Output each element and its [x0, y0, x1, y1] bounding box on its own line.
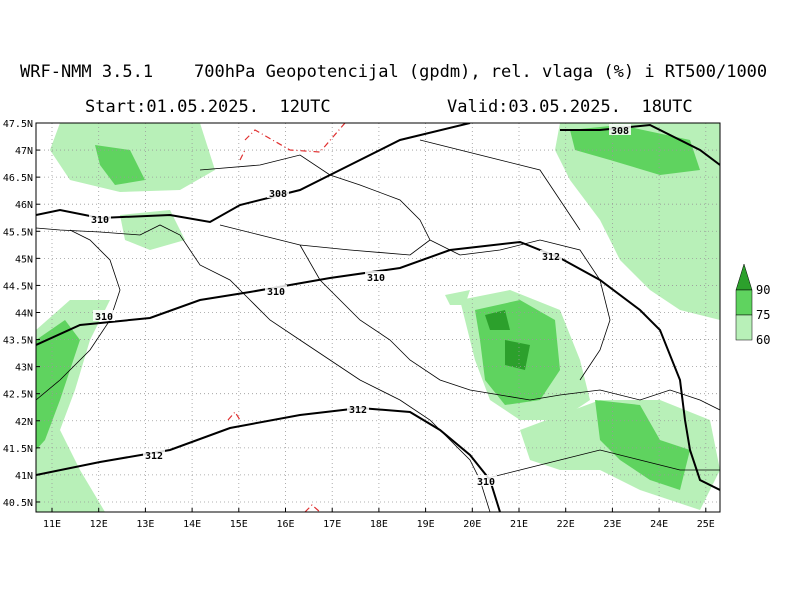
map-area: 308 308 310 310 310 310 312 312 312 310: [36, 123, 720, 512]
contour-label: 310: [95, 312, 113, 323]
contour-label-bg: [93, 310, 115, 321]
contour-label-bg: [267, 187, 289, 198]
lon-label: 16E: [276, 519, 294, 530]
contour-label: 310: [267, 287, 285, 298]
lat-label: 44N: [15, 308, 33, 319]
lon-label: 13E: [136, 519, 154, 530]
contour-label-bg: [540, 250, 562, 261]
lat-label: 41.5N: [3, 444, 33, 455]
lon-label: 17E: [323, 519, 341, 530]
lon-label: 24E: [650, 519, 668, 530]
lon-label: 12E: [90, 519, 108, 530]
lat-label: 46N: [15, 200, 33, 211]
lon-label: 25E: [697, 519, 715, 530]
start-time: Start:01.05.2025. 12UTC: [85, 97, 331, 117]
lat-label: 42.5N: [3, 390, 33, 401]
contour-label-bg: [609, 124, 631, 135]
contour-label: 310: [367, 273, 385, 284]
lat-label: 41N: [15, 471, 33, 482]
contour-label: 310: [91, 215, 109, 226]
title: WRF-NMM 3.5.1 700hPa Geopotencijal (gpdm…: [20, 62, 767, 82]
lat-label: 42N: [15, 417, 33, 428]
lon-label: 11E: [43, 519, 61, 530]
contour-label-bg: [365, 271, 387, 282]
contour-label: 312: [349, 405, 367, 416]
lon-label: 21E: [510, 519, 528, 530]
grid: [36, 123, 720, 512]
legend: 90 75 60: [735, 263, 770, 347]
lat-label: 45N: [15, 254, 33, 265]
lat-label: 43.5N: [3, 336, 33, 347]
contour-label-bg: [265, 285, 287, 296]
contour-label-bg: [143, 449, 165, 460]
contour-label-bg: [475, 475, 497, 486]
lat-label: 47N: [15, 146, 33, 157]
map-frame: [35, 122, 721, 513]
lon-label: 22E: [557, 519, 575, 530]
contour-label: 308: [611, 126, 629, 137]
lon-label: 15E: [230, 519, 248, 530]
contour-label: 312: [145, 451, 163, 462]
lat-label: 45.5N: [3, 227, 33, 238]
lon-label: 20E: [463, 519, 481, 530]
lon-label: 19E: [417, 519, 435, 530]
contour-label: 310: [477, 477, 495, 488]
valid-time: Valid:03.05.2025. 18UTC: [447, 97, 693, 117]
lat-label: 46.5N: [3, 173, 33, 184]
legend-label: 90: [756, 283, 770, 297]
lat-label: 47.5N: [3, 119, 33, 130]
legend-arrow: [735, 263, 753, 291]
contour-label: 312: [542, 252, 560, 263]
lat-label: 43N: [15, 363, 33, 374]
legend-label: 75: [756, 308, 770, 322]
legend-label: 60: [756, 333, 770, 347]
lat-label: 44.5N: [3, 281, 33, 292]
legend-swatch: [735, 289, 753, 316]
contour-labels: 308 308 310 310 310 310 312 312 312 310: [89, 124, 631, 488]
contour-label-bg: [347, 403, 369, 414]
axis-labels: 47.5N 47N 46.5N 46N 45.5N 45N 44.5N 44N 43.5N 43N…: [3, 119, 715, 530]
contour-label-bg: [89, 213, 111, 224]
lat-label: 40.5N: [3, 498, 33, 509]
coastlines: [36, 139, 720, 512]
legend-swatch: [735, 314, 753, 341]
contour-label: 308: [269, 189, 287, 200]
lon-label: 23E: [603, 519, 621, 530]
humidity-fill: [36, 123, 720, 512]
lon-label: 14E: [183, 519, 201, 530]
lon-label: 18E: [370, 519, 388, 530]
